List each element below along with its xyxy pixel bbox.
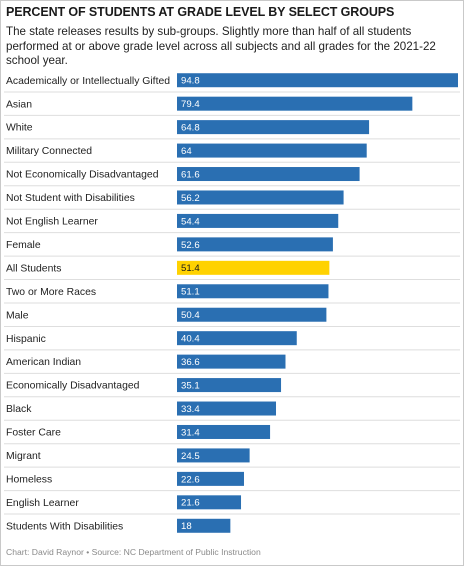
value-label: 22.6 — [181, 474, 200, 485]
category-label: Academically or Intellectually Gifted — [6, 76, 170, 87]
category-label: Students With Disabilities — [6, 521, 123, 532]
bar — [177, 167, 360, 182]
category-label: Foster Care — [6, 428, 61, 439]
value-label: 35.1 — [181, 380, 200, 391]
category-label: Black — [6, 404, 32, 415]
value-label: 52.6 — [181, 240, 200, 251]
category-label: Male — [6, 310, 29, 321]
bar — [177, 448, 250, 463]
bar — [177, 401, 277, 416]
category-label: Female — [6, 240, 41, 251]
value-label: 18 — [181, 521, 192, 532]
bar — [177, 237, 333, 252]
value-label: 51.1 — [181, 287, 200, 298]
value-label: 94.8 — [181, 76, 200, 87]
bar-row: All Students 51.4 — [4, 255, 460, 275]
bar-row: Black 33.4 — [4, 396, 460, 416]
category-label: English Learner — [6, 498, 79, 509]
bar-row: Migrant 24.5 — [4, 443, 460, 463]
bar-row: Military Connected 64 — [4, 138, 460, 158]
bar — [177, 190, 344, 205]
category-label: Not Student with Disabilities — [6, 193, 135, 204]
bar-row: American Indian 36.6 — [4, 349, 460, 369]
category-label: Migrant — [6, 451, 41, 462]
category-label: White — [6, 123, 33, 134]
bar-row: Two or More Races 51.1 — [4, 279, 460, 299]
bar-row: Students With Disabilities 18 — [4, 513, 460, 533]
bar-row: Not Economically Disadvantaged 61.6 — [4, 161, 460, 182]
bar — [177, 143, 367, 158]
bar — [177, 518, 231, 533]
bar — [177, 495, 242, 510]
bar-row: Male 50.4 — [4, 302, 460, 322]
bar-row: Not English Learner 54.4 — [4, 208, 460, 228]
value-label: 31.4 — [181, 427, 200, 438]
value-label: 36.6 — [181, 357, 200, 368]
bar — [177, 73, 458, 88]
bar — [177, 120, 370, 135]
bar-row: Female 52.6 — [4, 232, 460, 252]
value-label: 33.4 — [181, 404, 200, 415]
category-label: Two or More Races — [6, 287, 96, 298]
category-label: Asian — [6, 99, 32, 110]
category-label: American Indian — [6, 357, 81, 368]
bar-row: White 64.8 — [4, 114, 460, 135]
bar-row: Homeless 22.6 — [4, 466, 460, 486]
category-label: Not Economically Disadvantaged — [6, 170, 159, 181]
value-label: 56.2 — [181, 193, 200, 204]
bar — [177, 213, 339, 228]
chart-title: PERCENT OF STUDENTS AT GRADE LEVEL BY SE… — [6, 5, 395, 19]
category-label: Military Connected — [6, 146, 92, 157]
bar-row: Asian 79.4 — [4, 91, 460, 111]
bar-row: Not Student with Disabilities 56.2 — [4, 185, 460, 205]
bar — [177, 378, 282, 393]
value-label: 64.8 — [181, 123, 200, 134]
bar-row: Foster Care 31.4 — [4, 419, 460, 439]
value-label: 64 — [181, 146, 192, 157]
value-label: 51.4 — [181, 263, 200, 274]
value-label: 61.6 — [181, 169, 200, 180]
bar-row: Academically or Intellectually Gifted 94.… — [6, 73, 458, 88]
category-label: Hispanic — [6, 334, 46, 345]
bar — [177, 96, 413, 111]
chart-credit: Chart: David Raynor • Source: NC Departm… — [6, 547, 261, 557]
bar-row: Hispanic 40.4 — [4, 325, 460, 346]
category-label: All Students — [6, 263, 61, 274]
chart-subtitle: The state releases results by sub-groups… — [6, 25, 436, 67]
bar — [177, 307, 327, 322]
bar-highlight — [177, 260, 330, 275]
category-label: Homeless — [6, 474, 52, 485]
bar-row: English Learner 21.6 — [4, 490, 460, 510]
value-label: 79.4 — [181, 99, 200, 110]
bar — [177, 284, 329, 299]
value-label: 54.4 — [181, 216, 200, 227]
category-label: Economically Disadvantaged — [6, 381, 140, 392]
bar — [177, 354, 286, 369]
bar — [177, 331, 297, 346]
value-label: 21.6 — [181, 498, 200, 509]
bar — [177, 424, 271, 439]
value-label: 50.4 — [181, 310, 200, 321]
bar — [177, 471, 244, 486]
value-label: 24.5 — [181, 451, 200, 462]
category-label: Not English Learner — [6, 217, 98, 228]
bar-row: Economically Disadvantaged 35.1 — [4, 372, 460, 393]
value-label: 40.4 — [181, 334, 200, 345]
